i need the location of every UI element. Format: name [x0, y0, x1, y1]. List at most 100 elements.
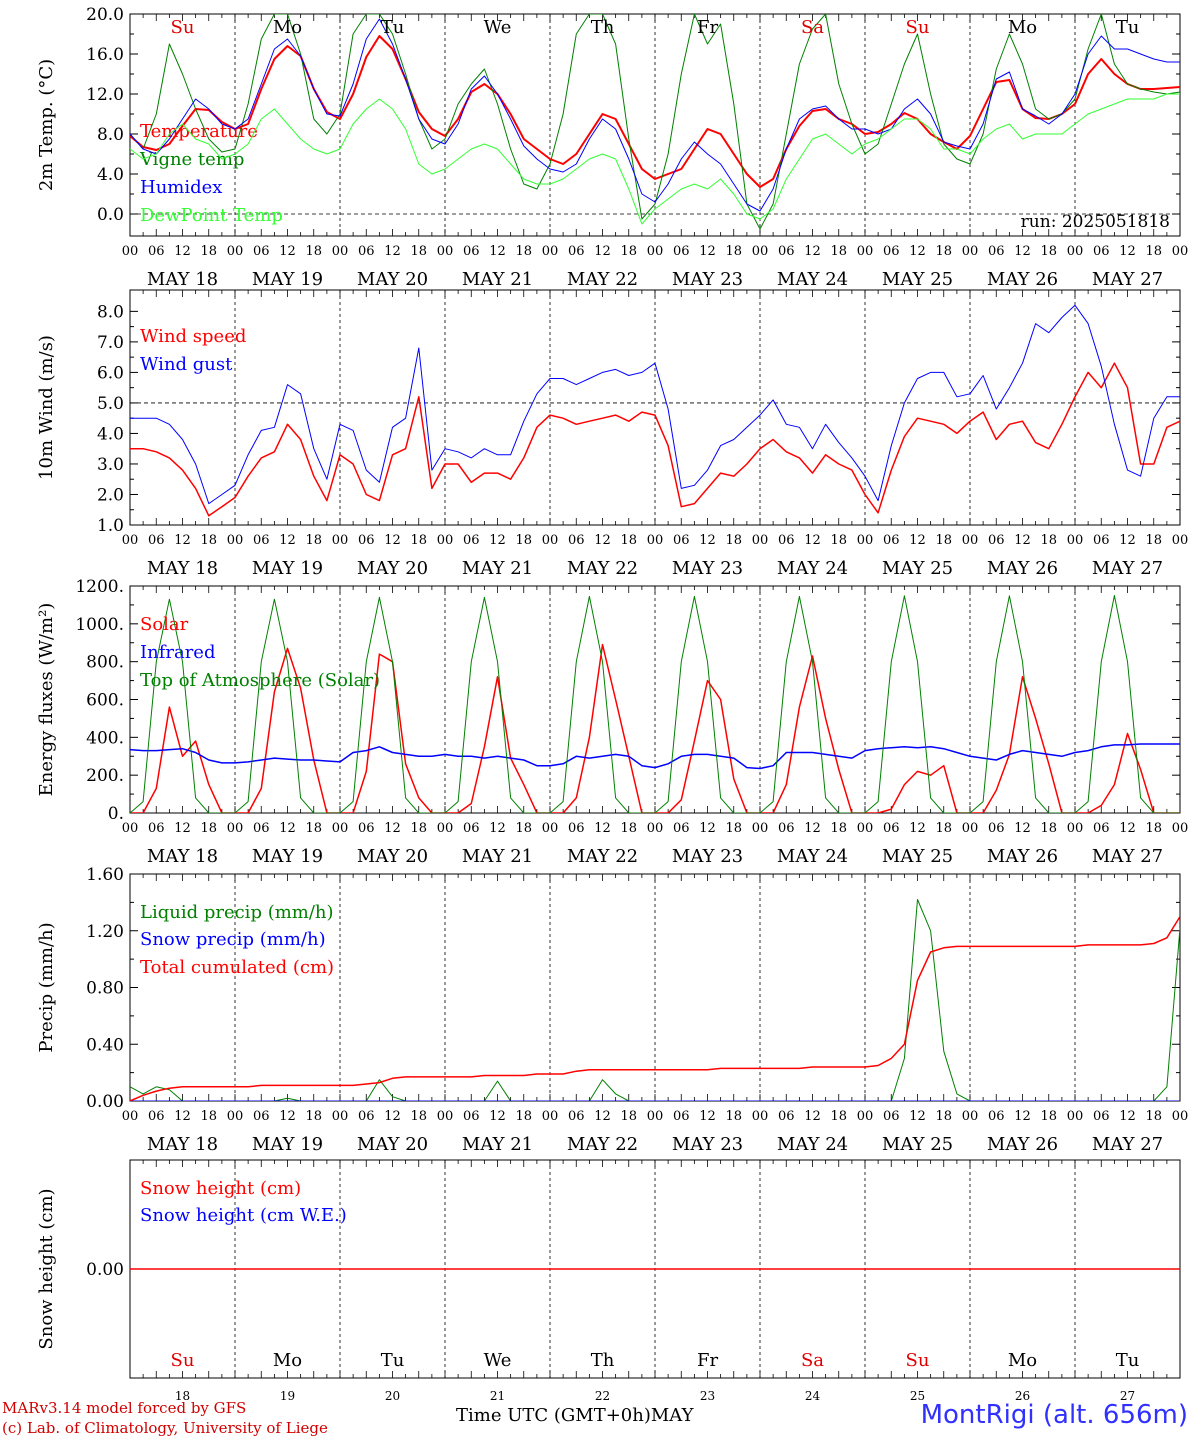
date-label: MAY 24 — [777, 269, 848, 290]
date-label: MAY 23 — [672, 269, 743, 290]
date-label: MAY 21 — [462, 269, 533, 290]
hour-label: 12 — [1119, 533, 1136, 548]
y-tick-label: 3.0 — [97, 455, 124, 475]
hour-label: 18 — [725, 533, 742, 548]
series-line — [130, 643, 1180, 813]
hour-label: 12 — [384, 821, 401, 836]
hour-label: 06 — [1093, 821, 1110, 836]
date-label: MAY 24 — [777, 846, 848, 867]
hour-label: 18 — [200, 821, 217, 836]
y-tick-label: 6.0 — [97, 363, 124, 383]
y-tick-label: 0.00 — [86, 1260, 124, 1280]
hour-label: 12 — [1014, 533, 1031, 548]
hour-label: 06 — [673, 244, 690, 259]
hour-label: 12 — [384, 1109, 401, 1124]
weekday-label: Tu — [1116, 17, 1140, 38]
hour-label: 06 — [253, 533, 270, 548]
hour-label: 06 — [253, 821, 270, 836]
x-axis-month: MAY — [650, 1405, 694, 1426]
hour-label: 00 — [1172, 1109, 1189, 1124]
weekday-label: Mo — [273, 17, 302, 38]
hour-label: 06 — [463, 821, 480, 836]
y-tick-label: 1200. — [75, 577, 124, 597]
hour-label: 06 — [778, 533, 795, 548]
hour-label: 18 — [830, 533, 847, 548]
hour-label: 06 — [253, 244, 270, 259]
series-line — [130, 743, 1180, 770]
hour-label: 12 — [804, 1109, 821, 1124]
hour-label: 06 — [463, 1109, 480, 1124]
hour-label: 12 — [594, 244, 611, 259]
x-axis-title: Time UTC (GMT+0h)MAY — [456, 1405, 693, 1426]
weekday-label: Tu — [381, 1350, 405, 1371]
y-axis-label: 10m Wind (m/s) — [36, 335, 57, 480]
hour-label: 12 — [279, 244, 296, 259]
hour-label: 18 — [410, 533, 427, 548]
hour-label: 00 — [962, 1109, 979, 1124]
hour-label: 18 — [830, 244, 847, 259]
weekday-label: Mo — [273, 1350, 302, 1371]
hour-label: 12 — [174, 533, 191, 548]
station-name: MontRigi (alt. 656m) — [920, 1400, 1188, 1430]
hour-label: 18 — [620, 821, 637, 836]
hour-label: 06 — [883, 1109, 900, 1124]
hour-label: 12 — [594, 1109, 611, 1124]
day-number-label: 20 — [385, 1389, 400, 1400]
hour-label: 06 — [673, 821, 690, 836]
hour-label: 06 — [1093, 244, 1110, 259]
y-tick-label: 8.0 — [97, 125, 124, 145]
hour-label: 06 — [358, 821, 375, 836]
hour-label: 00 — [857, 533, 874, 548]
hour-label: 06 — [148, 821, 165, 836]
series-line — [130, 362, 1180, 517]
y-tick-label: 12.0 — [86, 85, 124, 105]
hour-label: 00 — [437, 533, 454, 548]
y-tick-label: 0.0 — [97, 205, 124, 225]
y-tick-label: 0. — [108, 804, 124, 824]
hour-label: 18 — [410, 1109, 427, 1124]
day-number-label: 27 — [1120, 1389, 1135, 1400]
date-label: MAY 23 — [672, 558, 743, 579]
date-label: MAY 26 — [987, 846, 1058, 867]
hour-label: 00 — [647, 821, 664, 836]
hour-label: 06 — [1093, 1109, 1110, 1124]
hour-label: 18 — [1040, 821, 1057, 836]
hour-label: 06 — [988, 821, 1005, 836]
weekday-label: Sa — [801, 17, 824, 38]
hour-label: 00 — [1067, 244, 1084, 259]
date-label: MAY 26 — [987, 558, 1058, 579]
hour-label: 18 — [935, 244, 952, 259]
hour-label: 06 — [883, 533, 900, 548]
hour-label: 18 — [515, 533, 532, 548]
date-label: MAY 27 — [1092, 558, 1163, 579]
panel-4: 1.60 1.20 0.80 0.40 0.00 Precip (mm/h) Liquid … — [36, 865, 1188, 1155]
hour-label: 00 — [332, 1109, 349, 1124]
date-label: MAY 18 — [147, 269, 218, 290]
date-label: MAY 19 — [252, 558, 323, 579]
hour-label: 00 — [542, 1109, 559, 1124]
weekday-label: We — [484, 1350, 512, 1371]
day-number-label: 18 — [175, 1389, 190, 1400]
y-axis-label: Precip (mm/h) — [36, 922, 57, 1052]
weekday-label: Tu — [1116, 1350, 1140, 1371]
legend-entry: Total cumulated (cm) — [140, 957, 334, 978]
date-label: MAY 18 — [147, 558, 218, 579]
hour-label: 18 — [725, 1109, 742, 1124]
hour-label: 12 — [174, 244, 191, 259]
hour-label: 18 — [1040, 533, 1057, 548]
hour-label: 00 — [437, 244, 454, 259]
hour-label: 12 — [699, 1109, 716, 1124]
hour-label: 00 — [857, 244, 874, 259]
y-tick-label: 1000. — [75, 615, 124, 635]
date-label: MAY 24 — [777, 1134, 848, 1155]
run-label: run: 2025051818 — [1021, 212, 1170, 232]
panel-3: 1200. 1000. 800. 600. 400. 200. 0. Energy fluxe… — [36, 577, 1188, 867]
hour-label: 18 — [725, 821, 742, 836]
hour-label: 18 — [200, 244, 217, 259]
hour-label: 06 — [988, 533, 1005, 548]
hour-label: 00 — [962, 533, 979, 548]
hour-label: 06 — [358, 244, 375, 259]
weekday-label: Sa — [801, 1350, 824, 1371]
y-tick-label: 1.20 — [86, 922, 124, 942]
hour-label: 00 — [227, 533, 244, 548]
